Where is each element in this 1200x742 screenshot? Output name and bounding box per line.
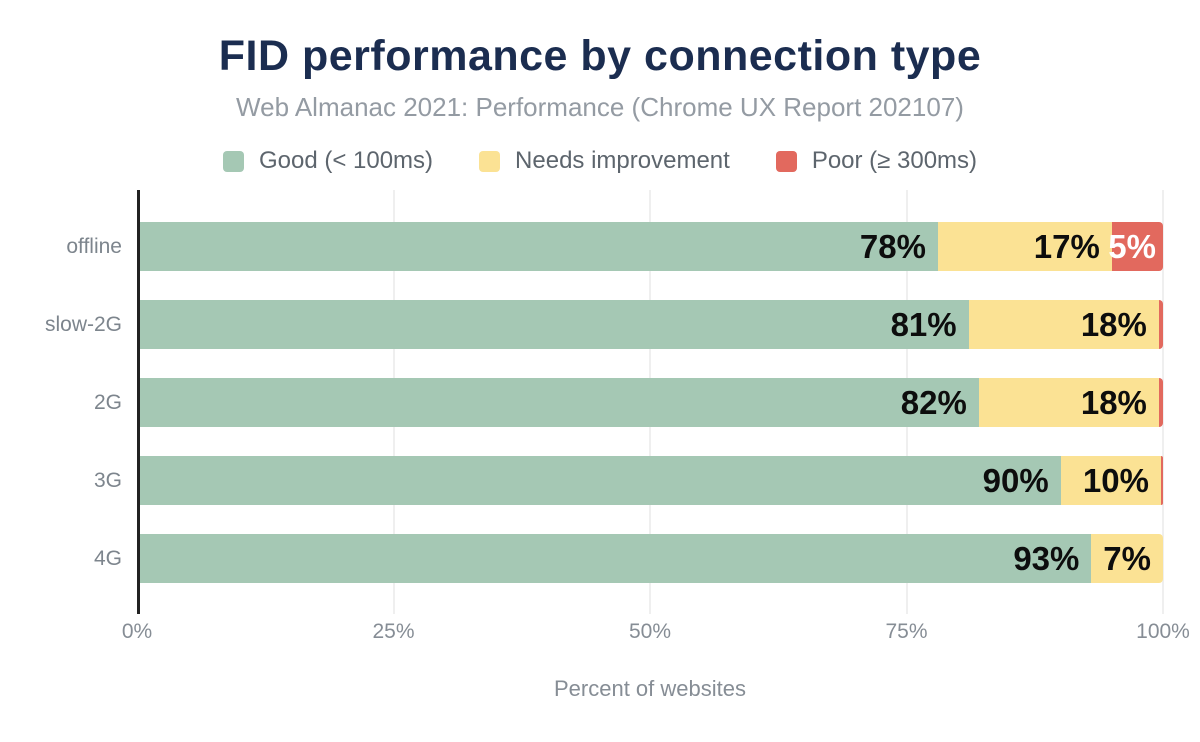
plot-area: 78% 17% 5% offline 81% 18% slow-2G 82% 18% 2G 90% 1… [45, 190, 1190, 643]
category-label: slow-2G [44, 313, 122, 336]
bar-segment-poor [1158, 300, 1163, 349]
bar-segment-label: 82% [900, 384, 967, 421]
bar-segment-good: 82% [140, 378, 979, 427]
legend-item: Good (< 100ms) [222, 147, 434, 175]
legend-item-label: Good (< 100ms) [258, 147, 434, 174]
category-label: 2G [93, 391, 122, 414]
bar-row: 81% 18% [140, 300, 1163, 349]
category-label: 4G [93, 547, 122, 570]
needs_improvement-swatch-icon [479, 150, 501, 172]
legend-item-label: Needs improvement [515, 147, 730, 174]
chart-subtitle: Web Almanac 2021: Performance (Chrome UX… [236, 92, 964, 122]
bar-segment-needs_improvement: 17% [937, 222, 1112, 271]
bar-segment-good: 90% [140, 456, 1061, 505]
bar-row: 78% 17% 5% [140, 222, 1163, 271]
x-tick-label: 0% [121, 620, 153, 643]
bar-segment-label: 81% [890, 306, 957, 343]
x-tick-label: 50% [628, 620, 672, 643]
bar-segment-label: 78% [859, 228, 926, 265]
bar-segment-needs_improvement: 18% [968, 300, 1159, 349]
legend-item: Needs improvement [479, 147, 730, 175]
bar-row: 90% 10% [140, 456, 1163, 505]
legend-item-label: Poor (≥ 300ms) [811, 147, 978, 174]
bar-segment-label: 5% [1108, 228, 1156, 265]
bar-segment-needs_improvement: 18% [978, 378, 1159, 427]
bar-segment-poor: 5% [1108, 222, 1163, 271]
x-tick-label: 75% [885, 620, 928, 643]
bar-segment-label: 18% [1080, 384, 1147, 421]
legend-item: Poor (≥ 300ms) [775, 147, 978, 175]
bar-segment-poor [1160, 456, 1163, 505]
bar-segment-good: 81% [140, 300, 969, 349]
bar-segment-needs_improvement: 7% [1091, 534, 1163, 583]
category-label: offline [66, 235, 122, 258]
chart-title: FID performance by connection type [218, 32, 982, 80]
bar-segment-label: 18% [1080, 306, 1147, 343]
bar-segment-label: 10% [1082, 462, 1149, 499]
bar-segment-good: 78% [140, 222, 938, 271]
bar-segment-label: 7% [1103, 540, 1151, 577]
gridline [1162, 190, 1164, 614]
bar-segment-label: 93% [1013, 540, 1080, 577]
x-tick-label: 25% [372, 620, 415, 643]
legend: Good (< 100ms) Needs improvement Poor (≥ 3… [0, 147, 1200, 175]
bar-row: 82% 18% [140, 378, 1163, 427]
bar-segment-poor [1158, 378, 1163, 427]
y-axis-line [137, 190, 140, 614]
category-label: 3G [93, 469, 122, 492]
bar-segment-label: 90% [982, 462, 1049, 499]
bar-segment-needs_improvement: 10% [1060, 456, 1161, 505]
bar-segment-good: 93% [140, 534, 1092, 583]
x-axis-title: Percent of websites [554, 676, 746, 701]
good-swatch-icon [222, 150, 244, 172]
poor-swatch-icon [775, 150, 797, 172]
x-tick-label: 100% [1136, 620, 1190, 643]
bar-row: 93% 7% [140, 534, 1163, 583]
bar-segment-label: 17% [1033, 228, 1100, 265]
